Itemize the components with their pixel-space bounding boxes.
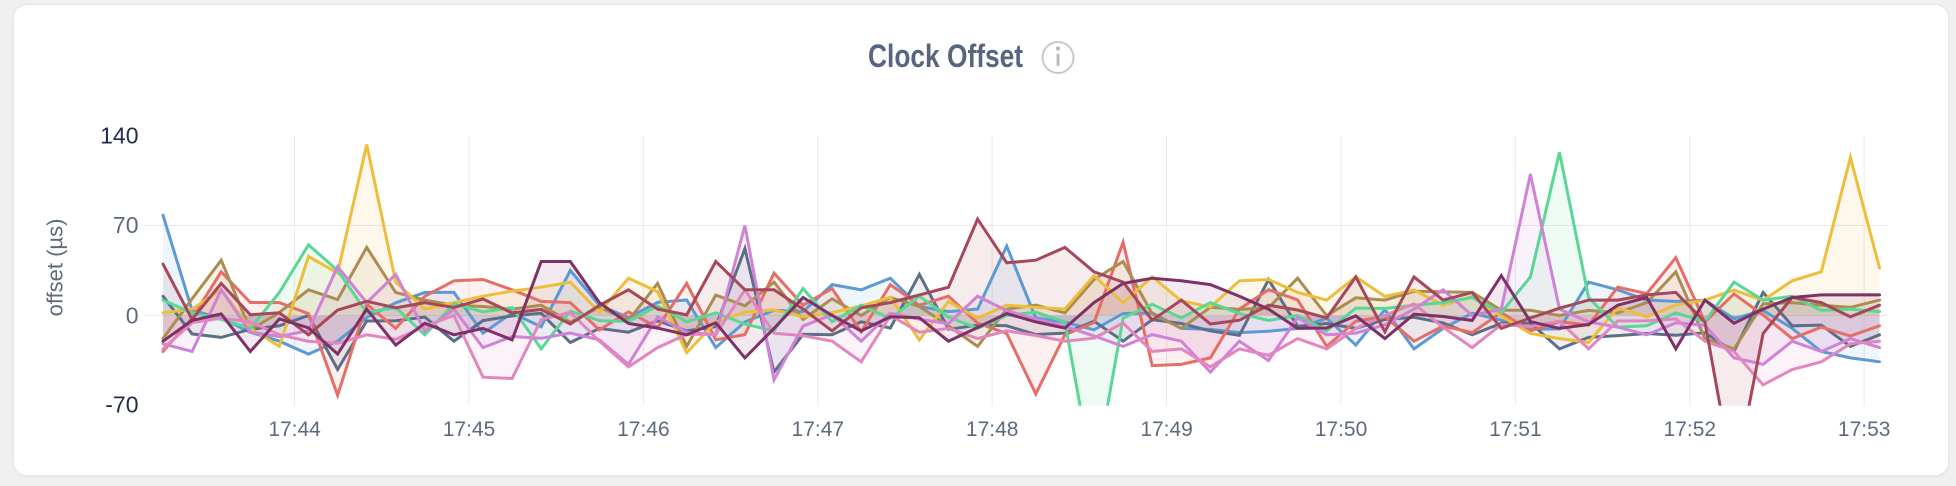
svg-text:17:53: 17:53 — [1838, 418, 1891, 441]
svg-text:140: 140 — [100, 123, 138, 149]
svg-text:offset (µs): offset (µs) — [43, 219, 68, 317]
svg-text:17:47: 17:47 — [792, 418, 845, 441]
svg-text:-70: -70 — [105, 391, 138, 417]
svg-text:17:46: 17:46 — [617, 418, 670, 441]
svg-text:17:48: 17:48 — [966, 418, 1019, 441]
svg-text:0: 0 — [126, 303, 139, 329]
svg-text:17:45: 17:45 — [443, 418, 496, 441]
svg-text:70: 70 — [113, 212, 139, 238]
svg-text:17:50: 17:50 — [1315, 418, 1368, 441]
svg-text:Clock Offset: Clock Offset — [868, 38, 1023, 74]
svg-text:17:44: 17:44 — [268, 418, 321, 441]
svg-text:17:51: 17:51 — [1489, 418, 1542, 441]
svg-text:17:49: 17:49 — [1140, 418, 1193, 441]
svg-text:17:52: 17:52 — [1664, 418, 1717, 441]
